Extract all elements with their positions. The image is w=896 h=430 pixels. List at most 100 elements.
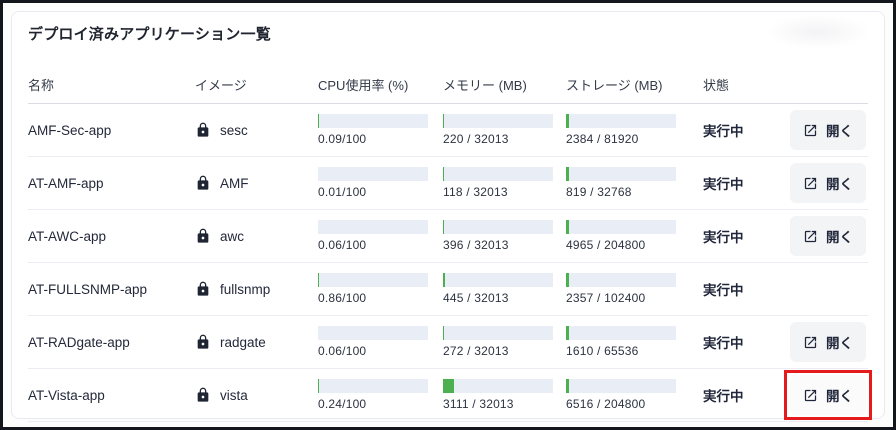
storage-bar-fill: [566, 379, 570, 393]
memory-bar: [443, 326, 553, 340]
storage-bar: [566, 114, 676, 128]
memory-value: 220 / 32013: [443, 132, 509, 146]
open-button[interactable]: 開く: [790, 110, 866, 150]
actions-cell: 開く: [783, 322, 868, 362]
lock-icon: [195, 334, 211, 350]
memory-cell: 272 / 32013: [443, 326, 566, 358]
column-header-actions: [783, 75, 868, 94]
storage-bar: [566, 273, 676, 287]
storage-bar-fill: [566, 114, 570, 128]
cpu-usage-cell: 0.01/100: [318, 167, 443, 199]
image-cell: vista: [195, 387, 318, 403]
open-button[interactable]: 開く: [790, 375, 866, 415]
cpu-usage-bar: [318, 167, 428, 181]
storage-value: 4965 / 204800: [566, 238, 646, 252]
storage-value: 6516 / 204800: [566, 397, 646, 411]
cpu-usage-value: 0.86/100: [318, 291, 367, 305]
memory-cell: 118 / 32013: [443, 167, 566, 199]
open-in-new-icon: [804, 336, 817, 348]
cpu-usage-value: 0.09/100: [318, 132, 367, 146]
column-header-memory: メモリー (MB): [443, 78, 527, 93]
lock-icon: [195, 122, 211, 138]
open-in-new-icon: [804, 124, 817, 136]
cpu-usage-value: 0.06/100: [318, 344, 367, 358]
app-name: AT-FULLSNMP-app: [28, 281, 148, 297]
storage-bar: [566, 326, 676, 340]
open-in-new-icon: [804, 177, 817, 189]
open-button-label: 開く: [826, 230, 853, 245]
actions-cell: 開く: [783, 110, 868, 150]
open-in-new-icon: [804, 230, 817, 242]
memory-cell: 445 / 32013: [443, 273, 566, 305]
status-text: 実行中: [703, 283, 744, 298]
column-header-name: 名称: [28, 78, 55, 93]
status-text: 実行中: [703, 389, 744, 404]
image-name: AMF: [220, 175, 249, 191]
memory-bar-fill: [443, 114, 444, 128]
cpu-usage-value: 0.24/100: [318, 397, 367, 411]
memory-value: 272 / 32013: [443, 344, 509, 358]
deployed-apps-panel: デプロイ済みアプリケーション一覧 名称 イメージ CPU使用率 (%) メモリー…: [11, 11, 885, 422]
watermark-blob: [768, 16, 868, 48]
open-button-wrapper: 開く: [790, 110, 866, 150]
lock-icon: [195, 281, 211, 297]
app-name: AT-AMF-app: [28, 175, 104, 191]
memory-bar: [443, 220, 553, 234]
table-row: AT-Vista-app vista 0.24/100 3111 / 32013…: [28, 369, 872, 422]
app-name: AT-Vista-app: [28, 387, 105, 403]
column-header-cpu: CPU使用率 (%): [318, 78, 409, 93]
table-header: 名称 イメージ CPU使用率 (%) メモリー (MB) ストレージ (MB) …: [28, 75, 868, 104]
memory-bar-fill: [443, 273, 445, 287]
storage-bar: [566, 220, 676, 234]
app-name: AMF-Sec-app: [28, 122, 112, 138]
status-text: 実行中: [703, 177, 744, 192]
image-cell: sesc: [195, 122, 318, 138]
cpu-usage-cell: 0.09/100: [318, 114, 443, 146]
open-button-label: 開く: [826, 177, 853, 192]
storage-cell: 6516 / 204800: [566, 379, 703, 411]
image-name: radgate: [220, 334, 266, 350]
memory-bar-fill: [443, 326, 444, 340]
memory-bar: [443, 379, 553, 393]
storage-bar-fill: [566, 273, 569, 287]
status-text: 実行中: [703, 336, 744, 351]
open-button[interactable]: 開く: [790, 322, 866, 362]
memory-value: 3111 / 32013: [443, 397, 514, 411]
column-header-storage: ストレージ (MB): [566, 78, 663, 93]
actions-cell: 開く: [783, 163, 868, 203]
memory-cell: 3111 / 32013: [443, 379, 566, 411]
actions-cell: 開く: [783, 370, 872, 420]
app-name: AT-RADgate-app: [28, 334, 130, 350]
storage-value: 2357 / 102400: [566, 291, 646, 305]
memory-bar-fill: [443, 220, 445, 234]
app-name: AT-AWC-app: [28, 228, 107, 244]
cpu-usage-bar: [318, 379, 428, 393]
column-header-image: イメージ: [195, 78, 247, 93]
page-title: デプロイ済みアプリケーション一覧: [28, 26, 271, 43]
open-button-wrapper: 開く: [784, 370, 872, 420]
status-text: 実行中: [703, 230, 744, 245]
memory-bar: [443, 114, 553, 128]
image-name: awc: [220, 228, 245, 244]
cpu-usage-bar: [318, 114, 428, 128]
memory-bar-fill: [443, 379, 454, 393]
cpu-usage-cell: 0.06/100: [318, 326, 443, 358]
cpu-usage-bar-fill: [318, 273, 319, 287]
table-row: AT-AMF-app AMF 0.01/100 118 / 32013 819 …: [28, 157, 868, 210]
memory-value: 118 / 32013: [443, 185, 508, 199]
memory-value: 445 / 32013: [443, 291, 509, 305]
memory-cell: 396 / 32013: [443, 220, 566, 252]
storage-cell: 4965 / 204800: [566, 220, 703, 252]
actions-cell: 開く: [783, 216, 868, 256]
storage-bar-fill: [566, 326, 569, 340]
cpu-usage-bar: [318, 326, 428, 340]
storage-cell: 2384 / 81920: [566, 114, 703, 146]
open-button[interactable]: 開く: [790, 163, 866, 203]
image-cell: AMF: [195, 175, 318, 191]
open-button[interactable]: 開く: [790, 216, 866, 256]
storage-bar: [566, 379, 676, 393]
cpu-usage-cell: 0.86/100: [318, 273, 443, 305]
table-body: AMF-Sec-app sesc 0.09/100 220 / 32013 23…: [28, 104, 872, 422]
image-name: fullsnmp: [220, 281, 271, 297]
